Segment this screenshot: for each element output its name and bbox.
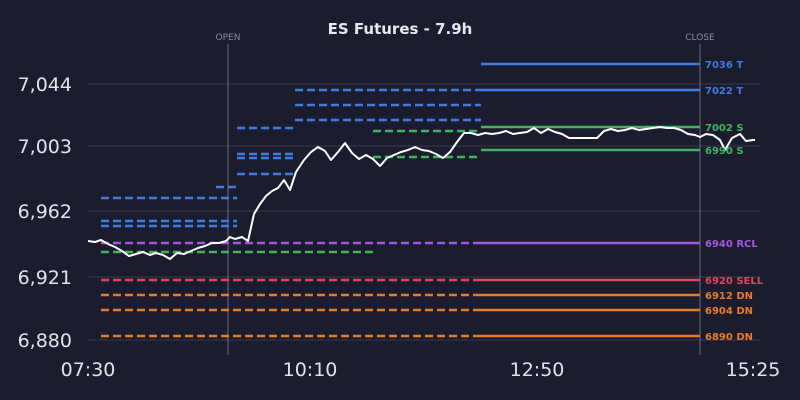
dashed-level-segments [101, 88, 481, 254]
level-labels: 7036 T 7022 T 7002 S 6990 S 6940 RCL 6920 SEL… [705, 60, 764, 343]
y-tick-label: 7,044 [18, 74, 72, 96]
session-markers: OPEN CLOSE [216, 33, 715, 355]
level-label: 6940 RCL [705, 239, 758, 250]
level-label: 7022 T [705, 86, 743, 97]
x-tick-label: 15:25 [726, 359, 781, 381]
gridlines [88, 83, 760, 341]
y-axis: 7,044 7,003 6,962 6,921 6,880 [18, 74, 72, 352]
level-label: 6912 DN [705, 291, 753, 302]
level-label: 6890 DN [705, 332, 753, 343]
y-tick-label: 7,003 [18, 136, 72, 158]
level-label: 6904 DN [705, 306, 753, 317]
session-label-close: CLOSE [685, 33, 715, 43]
price-line [87, 126, 755, 260]
x-axis: 07:30 10:10 12:50 15:25 [61, 359, 781, 381]
x-tick-label: 12:50 [510, 359, 565, 381]
x-tick-label: 10:10 [283, 359, 338, 381]
level-label: 6920 SELL [705, 276, 764, 287]
y-tick-label: 6,880 [18, 330, 72, 352]
level-label: 6990 S [705, 146, 744, 157]
y-tick-label: 6,921 [18, 267, 72, 289]
level-label: 7036 T [705, 60, 743, 71]
chart-title: ES Futures - 7.9h [328, 20, 473, 38]
price-levels [101, 62, 700, 338]
x-tick-label: 07:30 [61, 359, 116, 381]
y-tick-label: 6,962 [18, 201, 72, 223]
session-label-open: OPEN [216, 33, 241, 43]
level-label: 7002 S [705, 123, 744, 134]
